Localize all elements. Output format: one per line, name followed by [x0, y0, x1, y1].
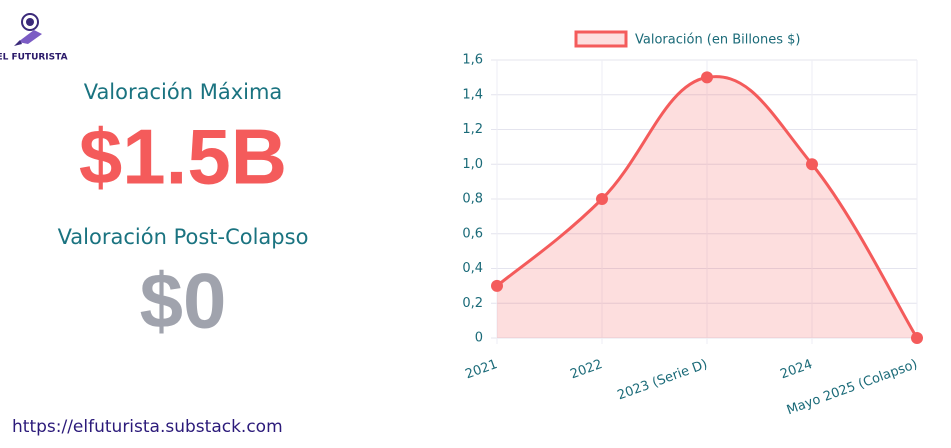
area	[497, 76, 917, 338]
point	[806, 158, 818, 171]
footer-link[interactable]: https://elfuturista.substack.com	[12, 417, 283, 437]
y-tick-label: 0,8	[462, 192, 483, 207]
logo-icon	[14, 13, 42, 46]
y-tick-label: 1,6	[462, 53, 483, 68]
x-tick-label: 2021	[463, 357, 499, 382]
legend-label: Valoración (en Billones $)	[635, 33, 800, 48]
x-tick-label: 2023 (Serie D)	[615, 357, 709, 403]
y-tick-label: 0,6	[462, 226, 483, 241]
y-tick-label: 1,0	[462, 157, 483, 172]
stat-label: Valoración Post-Colapso	[58, 225, 309, 249]
logo-text: EL FUTURISTA	[0, 53, 68, 63]
point	[701, 71, 713, 84]
point	[596, 193, 608, 205]
y-tick-label: 1,4	[462, 87, 483, 102]
stat-value: $1.5B	[79, 113, 287, 201]
stat-label: Valoración Máxima	[84, 80, 283, 104]
y-tick-label: 1,2	[462, 122, 483, 137]
y-tick-label: 0	[475, 331, 483, 346]
x-tick-label: 2022	[568, 357, 604, 382]
point	[911, 332, 923, 344]
chart: 0 0,2 0,4 0,6 0,8 1,0 1,2 1,4 1,6 2021 2022 2023 (S…	[462, 30, 923, 418]
stat-value: $0	[140, 257, 227, 345]
y-tick-label: 0,2	[462, 296, 483, 311]
legend-swatch	[574, 30, 628, 48]
y-tick-label: 0,4	[462, 261, 483, 276]
x-tick-label: 2024	[778, 357, 814, 382]
point	[491, 279, 503, 292]
